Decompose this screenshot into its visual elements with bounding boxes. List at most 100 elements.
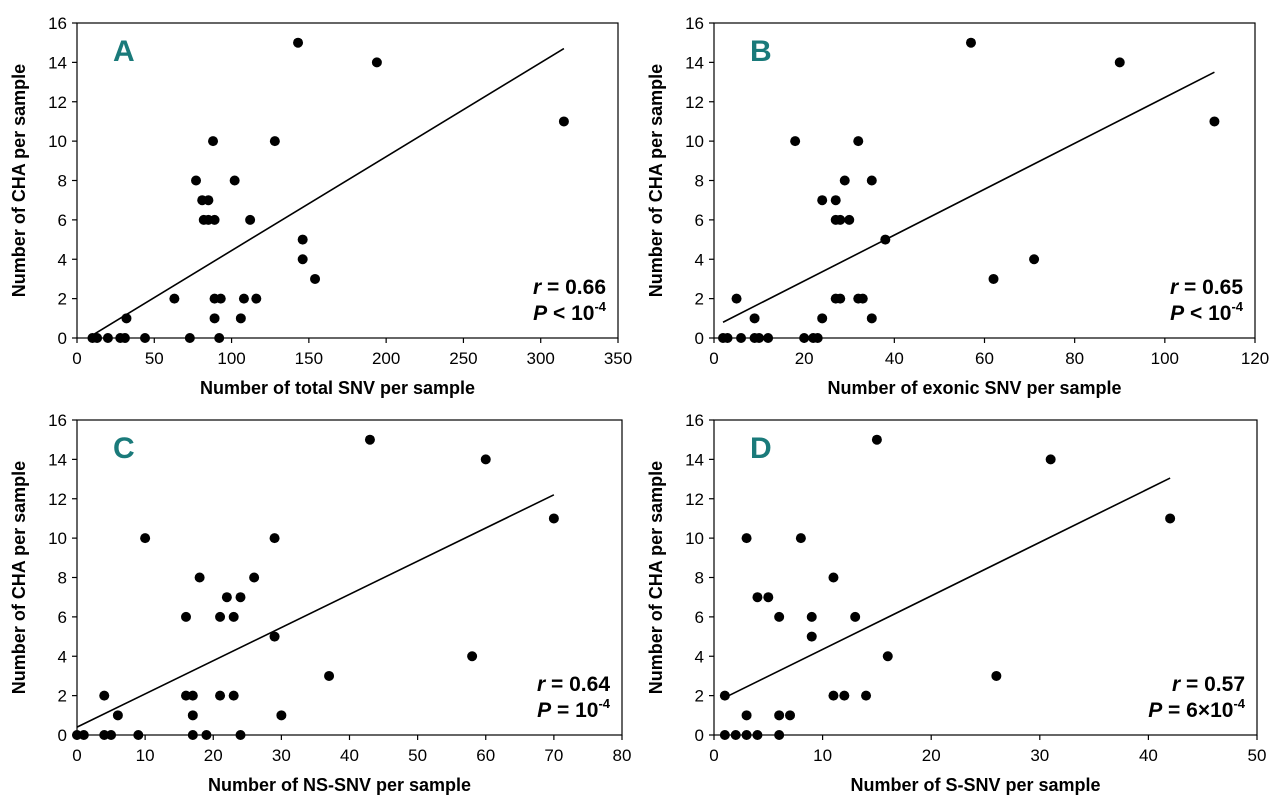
x-tick-label: 60 (975, 349, 994, 368)
x-axis-label: Number of S-SNV per sample (850, 775, 1100, 795)
data-point (1114, 57, 1125, 68)
data-point (269, 533, 280, 544)
data-point (722, 333, 733, 343)
y-tick-label: 2 (695, 290, 704, 309)
x-tick-label: 250 (449, 349, 477, 368)
r-symbol: r (1172, 673, 1182, 696)
data-point (763, 333, 774, 343)
trendline (76, 494, 555, 728)
data-point (830, 195, 841, 206)
y-tick-label: 12 (685, 93, 704, 112)
data-point (133, 730, 144, 740)
p-symbol: P (1170, 302, 1185, 325)
data-point (817, 313, 828, 324)
data-point (1029, 254, 1040, 265)
data-point (548, 513, 559, 524)
data-point (799, 333, 810, 343)
data-point (297, 254, 308, 265)
x-tick-label: 100 (1151, 349, 1179, 368)
r-number: = 0.57 (1180, 673, 1245, 696)
r-value: r = 0.57 (1172, 673, 1245, 696)
y-tick-label: 6 (695, 608, 704, 627)
data-point (140, 533, 151, 544)
data-point (181, 611, 191, 622)
data-point (221, 592, 232, 603)
p-value: P < 10-4 (1170, 299, 1244, 325)
p-number: = 10 (551, 699, 598, 722)
r-number: = 0.66 (541, 276, 606, 299)
x-tick-label: 20 (204, 746, 223, 765)
x-tick-label: 10 (136, 746, 155, 765)
data-point (719, 730, 730, 740)
x-tick-label: 0 (72, 746, 81, 765)
data-point (191, 175, 202, 186)
y-tick-label: 0 (58, 726, 67, 745)
data-point (235, 313, 246, 324)
x-tick-label: 60 (476, 746, 495, 765)
y-tick-label: 0 (695, 726, 704, 745)
data-point (99, 690, 110, 701)
p-exponent: -4 (598, 696, 610, 711)
panel-label: A (113, 35, 135, 68)
y-tick-label: 14 (685, 450, 704, 469)
panel-c: 0 10 20 30 40 50 60 70 80 0 2 4 6 8 10 12 14 16 Number of … (9, 411, 631, 795)
y-tick-label: 4 (58, 250, 67, 269)
data-point (203, 195, 214, 206)
y-axis-label: Number of CHA per sample (646, 461, 666, 694)
data-point (92, 333, 103, 343)
x-tick-label: 350 (604, 349, 632, 368)
data-point (774, 710, 785, 721)
data-point (249, 572, 260, 583)
data-point (850, 611, 861, 622)
data-point (828, 572, 839, 583)
data-point (194, 572, 205, 583)
x-tick-label: 30 (1030, 746, 1049, 765)
data-point (184, 333, 195, 343)
data-point (364, 434, 375, 445)
y-tick-label: 10 (48, 132, 67, 151)
y-tick-label: 0 (695, 329, 704, 348)
data-point (839, 175, 850, 186)
data-point (988, 273, 999, 284)
y-tick-label: 16 (685, 14, 704, 33)
data-point (238, 293, 249, 304)
data-point (752, 730, 763, 740)
trendline (88, 47, 565, 338)
y-tick-label: 4 (58, 647, 67, 666)
data-point (229, 175, 240, 186)
data-point (215, 690, 226, 701)
x-tick-label: 0 (72, 349, 81, 368)
y-tick-label: 12 (48, 93, 67, 112)
data-point (187, 690, 198, 701)
data-point (817, 195, 828, 206)
data-point (839, 690, 850, 701)
data-point (741, 730, 752, 740)
p-symbol: P (1148, 699, 1163, 722)
data-point (790, 136, 801, 147)
y-tick-label: 4 (695, 647, 704, 666)
y-tick-label: 6 (695, 211, 704, 230)
y-tick-label: 4 (695, 250, 704, 269)
y-tick-label: 2 (58, 687, 67, 706)
r-symbol: r (537, 673, 547, 696)
y-tick-label: 12 (685, 490, 704, 509)
y-tick-label: 10 (48, 529, 67, 548)
trendline (722, 71, 1215, 323)
data-point (467, 651, 478, 662)
data-point (269, 136, 280, 147)
x-tick-label: 0 (709, 746, 718, 765)
x-tick-label: 70 (544, 746, 563, 765)
y-tick-label: 2 (58, 290, 67, 309)
y-tick-label: 8 (58, 172, 67, 191)
y-tick-label: 14 (48, 450, 67, 469)
data-point (558, 116, 569, 127)
data-point (965, 37, 976, 48)
data-point (774, 730, 785, 740)
data-point (480, 454, 491, 465)
data-point (866, 175, 877, 186)
x-tick-label: 50 (408, 746, 427, 765)
y-tick-label: 8 (58, 569, 67, 588)
y-tick-label: 6 (58, 211, 67, 230)
data-point (187, 710, 198, 721)
